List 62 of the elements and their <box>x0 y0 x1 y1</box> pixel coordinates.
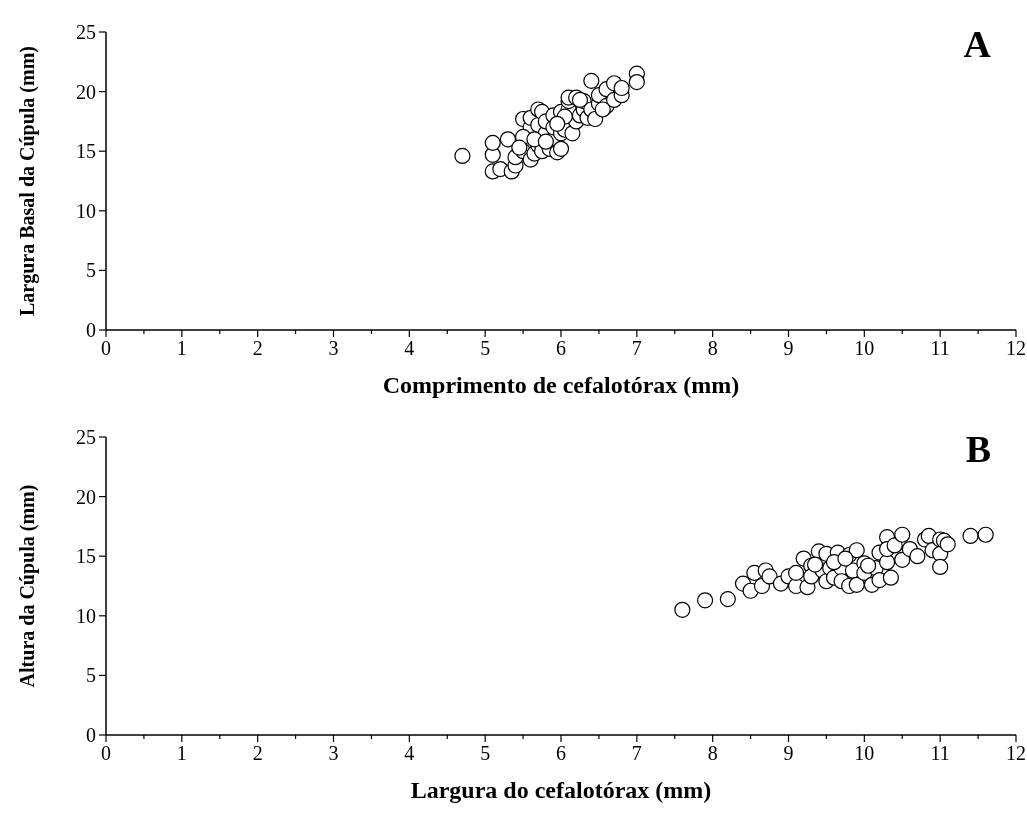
y-tick-label: 5 <box>86 664 96 687</box>
point <box>806 556 824 573</box>
x-tick-label: 10 <box>854 337 875 359</box>
point <box>962 527 979 545</box>
point <box>719 591 736 608</box>
y-tick-label: 15 <box>76 140 96 163</box>
y-tick-label: 25 <box>76 21 96 43</box>
x-tick-label: 2 <box>252 337 263 359</box>
x-tick-label: 9 <box>783 337 794 359</box>
y-tick-label: 0 <box>86 724 96 746</box>
point <box>787 564 805 581</box>
x-tick-label: 9 <box>783 742 794 764</box>
y-tick-label: 5 <box>86 259 96 282</box>
x-tick-label: 11 <box>930 337 950 359</box>
x-tick-label: 4 <box>404 742 415 764</box>
x-tick-label: 6 <box>556 337 566 359</box>
x-tick-label: 7 <box>631 337 642 359</box>
x-tick-label: 0 <box>101 337 111 359</box>
x-tick-label: 11 <box>930 742 950 764</box>
point <box>878 554 896 571</box>
x-tick-label: 10 <box>854 742 875 764</box>
x-tick-label: 1 <box>176 742 187 764</box>
point <box>848 576 865 593</box>
x-axis-title: Largura do cefalotórax (mm) <box>410 777 712 803</box>
y-tick-label: 10 <box>76 604 96 627</box>
y-tick-label: 25 <box>76 426 96 448</box>
point <box>848 542 865 559</box>
y-tick-label: 15 <box>76 545 96 568</box>
x-tick-label: 4 <box>404 337 415 359</box>
x-tick-label: 6 <box>556 742 566 764</box>
x-tick-label: 2 <box>252 742 263 764</box>
x-tick-label: 7 <box>631 742 642 764</box>
point <box>894 526 911 543</box>
y-tick-label: 20 <box>76 485 96 508</box>
point <box>977 526 994 543</box>
point <box>674 601 691 618</box>
x-axis-title: Comprimento de cefalotórax (mm) <box>382 372 740 398</box>
point <box>837 550 854 567</box>
x-tick-label: 12 <box>1006 742 1026 764</box>
annotation: A <box>963 23 992 65</box>
x-tick-label: 5 <box>480 742 491 764</box>
x-tick-label: 8 <box>707 742 718 764</box>
x-tick-label: 1 <box>176 337 187 359</box>
point <box>860 557 877 574</box>
y-tick-label: 0 <box>86 319 96 341</box>
point <box>761 568 778 585</box>
x-tick-label: 3 <box>328 742 339 764</box>
y-axis-title: Largura Basal da Cúpula (mm) <box>16 45 39 317</box>
x-tick-label: 0 <box>101 742 111 764</box>
point <box>909 548 926 565</box>
point <box>932 558 949 576</box>
y-tick-label: 20 <box>76 80 96 103</box>
x-tick-label: 8 <box>707 337 718 359</box>
annotation: B <box>965 428 991 470</box>
point <box>696 592 714 609</box>
point <box>882 569 899 586</box>
x-tick-label: 3 <box>328 337 339 359</box>
point <box>939 536 956 553</box>
y-axis-title: Altura da Cúpula (mm) <box>16 484 39 688</box>
x-tick-label: 5 <box>480 337 491 359</box>
y-tick-label: 10 <box>76 199 96 222</box>
x-tick-label: 12 <box>1006 337 1026 359</box>
